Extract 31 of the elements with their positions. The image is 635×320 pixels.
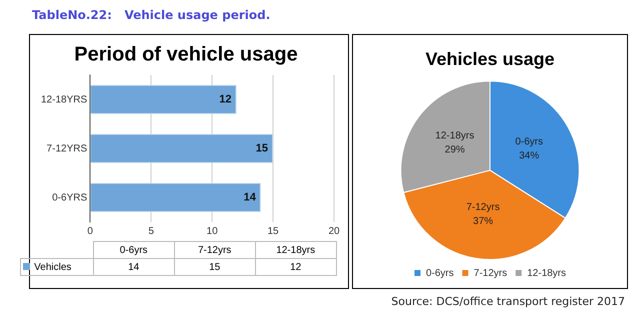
data-label: 12 — [219, 94, 232, 106]
text: 0-6yrs — [93, 242, 174, 258]
text: 12 — [255, 258, 336, 276]
slice-label: 12-18yrs — [435, 130, 474, 142]
x-tick-label: 5 — [148, 226, 154, 237]
legend-label: 7-12yrs — [474, 268, 508, 279]
text: TableNo.22: Vehicle usage period. — [32, 8, 270, 22]
y-tick-label: 12-18YRS — [40, 94, 88, 106]
text: 15 — [174, 258, 256, 276]
slice-label: 0-6yrs — [515, 136, 543, 148]
text: 14 — [93, 258, 174, 276]
data-label: 15 — [256, 142, 268, 155]
legend-label: 12-18yrs — [527, 268, 566, 279]
chart-title: Period of vehicle usage — [74, 44, 298, 66]
slice-label: 7-12yrs — [466, 202, 500, 214]
data-label: 29% — [444, 144, 465, 156]
data-label: 37% — [473, 216, 494, 228]
text: 7-12yrs — [174, 242, 256, 258]
source-note: Source: DCS/office transport register 2017 — [391, 295, 625, 308]
x-tick-label: 15 — [267, 226, 280, 237]
x-tick-label: 20 — [328, 226, 340, 237]
text: 12-18yrs — [255, 242, 336, 258]
x-tick-label: 10 — [206, 226, 218, 237]
x-tick-label: 0 — [87, 226, 94, 237]
data-label: 34% — [519, 150, 540, 162]
legend-label: 0-6yrs — [426, 268, 454, 279]
data-label: 14 — [244, 192, 257, 204]
chart-title: Vehicles usage — [425, 48, 555, 69]
y-tick-label: 7-12YRS — [46, 143, 88, 154]
y-tick-label: 0-6YRS — [52, 192, 88, 204]
legend-label: Vehicles — [20, 258, 94, 276]
